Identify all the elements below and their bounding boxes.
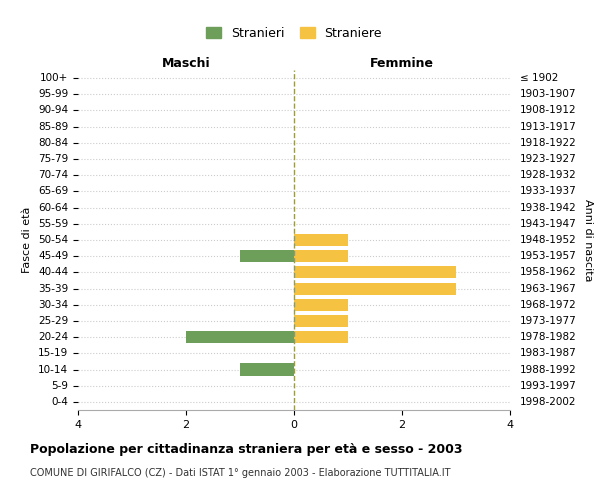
- Text: Femmine: Femmine: [370, 57, 434, 70]
- Text: COMUNE DI GIRIFALCO (CZ) - Dati ISTAT 1° gennaio 2003 - Elaborazione TUTTITALIA.: COMUNE DI GIRIFALCO (CZ) - Dati ISTAT 1°…: [30, 468, 451, 477]
- Text: Popolazione per cittadinanza straniera per età e sesso - 2003: Popolazione per cittadinanza straniera p…: [30, 442, 463, 456]
- Legend: Stranieri, Straniere: Stranieri, Straniere: [206, 27, 382, 40]
- Y-axis label: Fasce di età: Fasce di età: [22, 207, 32, 273]
- Text: Maschi: Maschi: [161, 57, 211, 70]
- Y-axis label: Anni di nascita: Anni di nascita: [583, 198, 593, 281]
- Bar: [294, 331, 348, 343]
- Bar: [294, 315, 348, 327]
- Bar: [240, 364, 294, 376]
- Bar: [240, 250, 294, 262]
- Bar: [294, 298, 348, 311]
- Bar: [186, 331, 294, 343]
- Bar: [294, 250, 348, 262]
- Bar: [294, 234, 348, 246]
- Bar: [294, 282, 456, 294]
- Bar: [294, 266, 456, 278]
